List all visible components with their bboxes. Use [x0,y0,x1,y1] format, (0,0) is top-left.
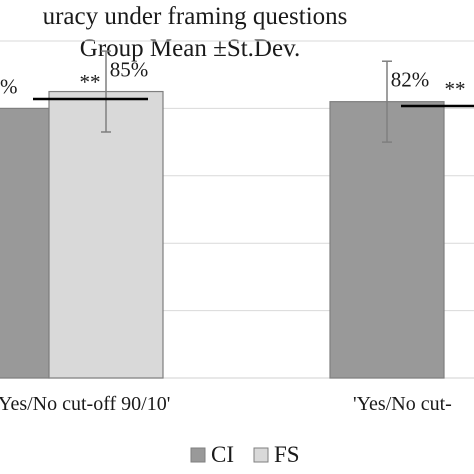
legend-label: FS [274,442,300,467]
legend-swatch [253,447,269,463]
bar [48,90,164,379]
data-label: % [0,74,18,98]
significance-label: ** [445,77,466,101]
significance-markers: ** ** [33,70,474,108]
bar [0,107,50,379]
chart-title-line-1: uracy under framing questions [43,3,348,30]
category-labels: Yes/No cut-off 90/10' 'Yes/No cut- [0,393,452,415]
significance-label: ** [80,70,101,94]
legend-swatch [190,447,206,463]
data-label: 85% [110,58,149,82]
legend-label: CI [211,442,234,467]
legend: CI FS [190,442,300,467]
category-label: Yes/No cut-off 90/10' [0,393,170,415]
chart-title-line-2: Group Mean ±St.Dev. [80,35,300,62]
category-label: 'Yes/No cut- [353,393,452,415]
bar [329,101,445,379]
bar-group: % 82% 85% [0,50,445,379]
data-label: 82% [391,68,430,92]
